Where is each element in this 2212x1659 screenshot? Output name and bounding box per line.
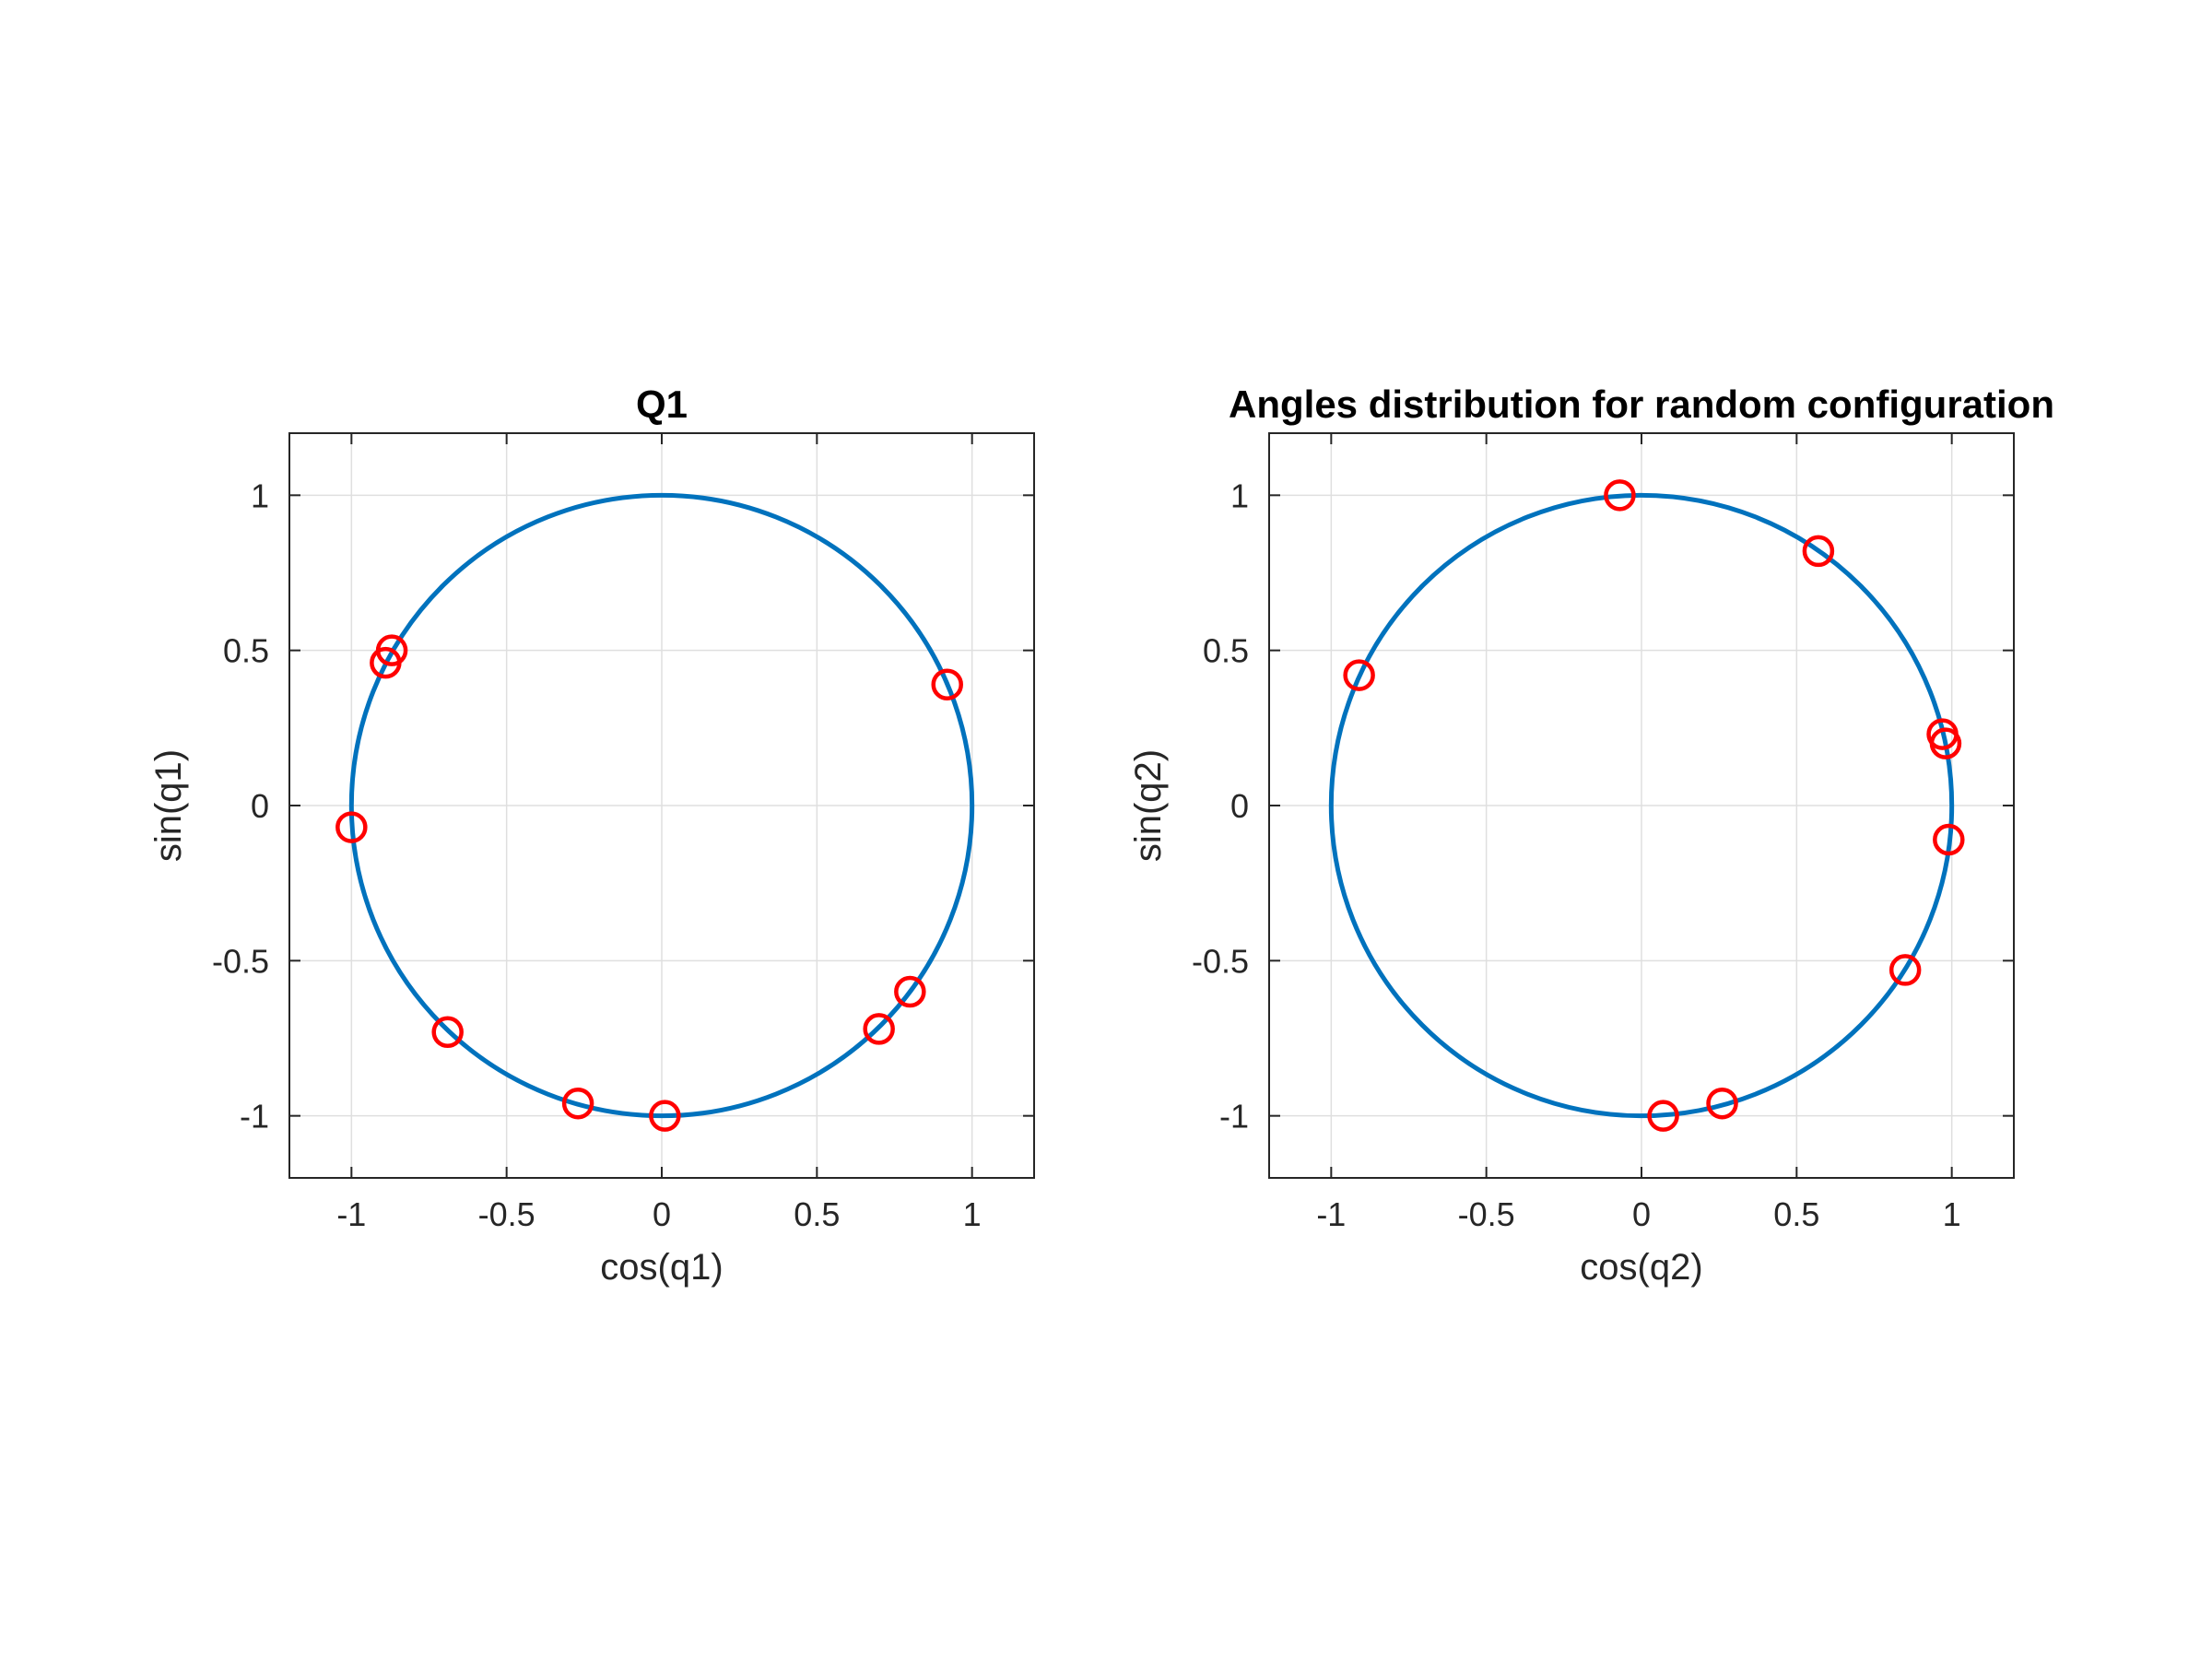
unit-circle-curve	[348, 492, 975, 1119]
chart-q1: -1 -0.5 0 0.5 1 -1 -0.5 0 0.5 1 Q1 cos(q…	[148, 382, 1035, 1288]
data-point-marker	[1929, 727, 1962, 759]
data-point-marker	[931, 668, 963, 700]
points-q2	[1343, 479, 1965, 1132]
y-axis-label: sin(q1)	[148, 749, 189, 862]
unit-circle-q2	[1328, 492, 1955, 1119]
x-tick-label: -0.5	[1458, 1195, 1515, 1233]
data-point-marker	[561, 1087, 594, 1120]
data-point-marker	[863, 1013, 895, 1045]
x-tick-label: 0	[1632, 1195, 1651, 1233]
x-tick-label: -1	[1316, 1195, 1346, 1233]
y-tick-label: -0.5	[1192, 942, 1249, 980]
unit-circle-curve	[1328, 492, 1955, 1119]
y-axis-label: sin(q2)	[1128, 749, 1169, 862]
y-tick-labels-q1: -1 -0.5 0 0.5 1	[212, 477, 269, 1135]
chart-title: Angles distribution for random configura…	[1229, 382, 2054, 426]
y-tick-label: -1	[1219, 1098, 1249, 1135]
data-point-marker	[894, 975, 926, 1008]
points-q1	[335, 634, 963, 1132]
chart-title: Q1	[636, 382, 688, 426]
data-point-marker	[1604, 479, 1636, 512]
ticks-q2	[1269, 433, 2014, 1178]
data-point-marker	[335, 811, 368, 843]
data-point-marker	[649, 1100, 681, 1132]
y-tick-labels-q2: -1 -0.5 0 0.5 1	[1192, 477, 1249, 1135]
x-tick-labels-q1: -1 -0.5 0 0.5 1	[336, 1195, 981, 1233]
x-axis-label: cos(q1)	[600, 1247, 723, 1288]
x-tick-label: 1	[1943, 1195, 1961, 1233]
y-tick-label: 0.5	[1203, 632, 1249, 670]
data-point-marker	[1888, 954, 1922, 986]
ticks-q1	[289, 433, 1034, 1178]
y-tick-label: -0.5	[212, 942, 269, 980]
x-tick-label: 0.5	[794, 1195, 840, 1233]
y-tick-label: 1	[251, 477, 269, 514]
data-point-marker	[1706, 1087, 1738, 1120]
x-tick-label: 1	[963, 1195, 982, 1233]
x-axis-label: cos(q2)	[1580, 1247, 1702, 1288]
x-tick-labels-q2: -1 -0.5 0 0.5 1	[1316, 1195, 1960, 1233]
y-tick-label: 0	[251, 787, 269, 825]
x-tick-label: 0	[653, 1195, 671, 1233]
chart-q2: -1 -0.5 0 0.5 1 -1 -0.5 0 0.5 1 Angles d…	[1128, 382, 2054, 1288]
data-point-marker	[370, 646, 402, 679]
x-tick-label: 0.5	[1773, 1195, 1819, 1233]
x-tick-label: -0.5	[478, 1195, 535, 1233]
data-point-marker	[1647, 1100, 1679, 1132]
y-tick-label: 0	[1230, 787, 1249, 825]
y-tick-label: 0.5	[223, 632, 269, 670]
y-tick-label: -1	[240, 1098, 269, 1135]
x-tick-label: -1	[336, 1195, 366, 1233]
y-tick-label: 1	[1230, 477, 1249, 514]
data-point-marker	[431, 1016, 464, 1049]
unit-circle-q1	[348, 492, 975, 1119]
data-point-marker	[1802, 535, 1835, 568]
data-point-marker	[1933, 823, 1965, 856]
data-point-marker	[1343, 659, 1375, 691]
